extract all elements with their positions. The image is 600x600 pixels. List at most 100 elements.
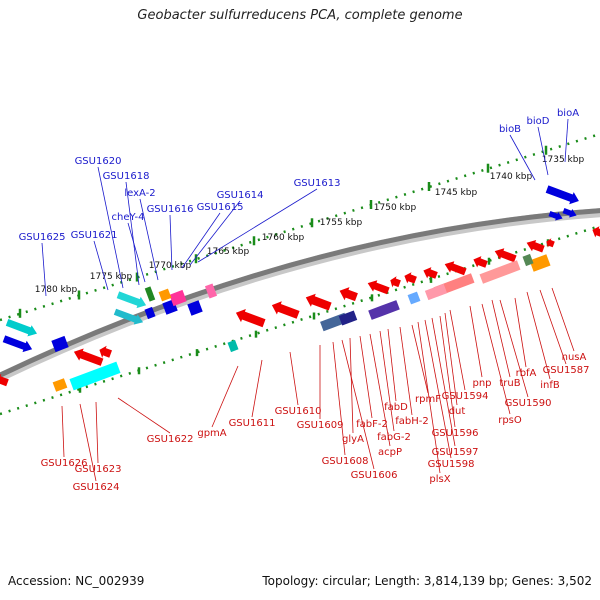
reverse-label-leader <box>211 365 239 428</box>
reverse-gene-arrow <box>546 238 555 248</box>
reverse-label-leader <box>369 333 391 447</box>
reverse-gene-arrow <box>99 345 112 358</box>
accession-label: Accession: NC_002939 <box>8 574 145 588</box>
scale-label-6: 1765 kbp <box>207 247 250 257</box>
reverse-gene-label: GSU1587 <box>543 365 590 376</box>
reverse-gene-label: gpmA <box>197 428 226 439</box>
reverse-gene-label: fabF-2 <box>356 419 388 430</box>
reverse-gene-arrow <box>592 226 600 238</box>
reverse-gene-label: GSU1590 <box>505 398 552 409</box>
reverse-label-leader <box>289 351 299 406</box>
forward-gene-label: GSU1615 <box>197 202 244 213</box>
reverse-gene-arrow <box>390 276 401 288</box>
forward-gene-label: GSU1616 <box>147 204 194 215</box>
forward-gene-block <box>169 289 187 307</box>
reverse-label-leader <box>499 299 529 398</box>
forward-gene-arrow <box>5 319 38 337</box>
reverse-gene-label: GSU1597 <box>432 447 479 458</box>
forward-gene-block <box>187 300 203 316</box>
reverse-gene-label: fabG-2 <box>377 432 411 443</box>
reverse-label-leader <box>349 337 354 434</box>
reverse-label-leader <box>514 297 527 368</box>
reverse-gene-label: rpsO <box>498 415 522 426</box>
reverse-gene-label: plsX <box>429 474 450 485</box>
reverse-label-leader <box>469 305 483 378</box>
reverse-gene-arrow <box>73 348 104 366</box>
forward-label-leader <box>97 166 124 289</box>
reverse-gene-label: GSU1606 <box>351 470 398 481</box>
forward-gene-label: GSU1620 <box>75 156 122 167</box>
reverse-gene-block <box>338 310 358 326</box>
reverse-gene-label: glyA <box>342 434 364 445</box>
reverse-gene-label: GSU1623 <box>75 464 122 475</box>
gene-block <box>522 253 534 267</box>
forward-gene-label: GSU1614 <box>217 190 264 201</box>
reverse-gene-arrow <box>271 301 300 319</box>
reverse-gene-arrow <box>444 261 467 276</box>
reverse-gene-arrow <box>235 309 266 328</box>
reverse-label-leader <box>399 326 413 416</box>
reverse-gene-label: truB <box>499 378 520 389</box>
scale-label-8: 1775 kbp <box>90 272 133 282</box>
map-title: Geobacter sulfurreducens PCA, complete g… <box>137 8 463 23</box>
reverse-gene-label: GSU1624 <box>73 482 120 493</box>
reverse-label-leader <box>117 397 171 434</box>
forward-label-leader <box>125 181 140 286</box>
forward-label-leader <box>197 188 318 263</box>
reverse-label-leader <box>431 317 456 447</box>
forward-gene-label: cheY-4 <box>112 212 145 223</box>
scale-label-7: 1770 kbp <box>149 261 192 271</box>
reverse-gene-arrow <box>404 272 417 284</box>
forward-gene-arrow <box>548 211 563 221</box>
reverse-gene-arrow <box>494 248 517 263</box>
reverse-gene-arrow <box>0 374 9 387</box>
reverse-gene-label: GSU1610 <box>275 406 322 417</box>
reverse-label-leader <box>526 291 551 380</box>
scale-label-0: 1735 kbp <box>542 155 585 165</box>
reverse-gene-arrow <box>367 280 390 295</box>
forward-gene-arrow <box>545 185 579 205</box>
reverse-label-leader <box>61 405 65 458</box>
reverse-gene-label: GSU1626 <box>41 458 88 469</box>
scale-label-1: 1740 kbp <box>490 172 533 182</box>
reverse-gene-label: fabH-2 <box>395 416 429 427</box>
reverse-label-leader <box>79 403 97 482</box>
reverse-gene-label: GSU1594 <box>442 391 489 402</box>
reverse-label-leader <box>491 299 511 378</box>
genome-stats: Topology: circular; Length: 3,814,139 bp… <box>262 574 592 588</box>
reverse-label-leader <box>417 321 441 474</box>
scale-label-5: 1760 kbp <box>262 233 305 243</box>
reverse-gene-label: infB <box>540 380 560 391</box>
reverse-label-leader <box>95 401 99 464</box>
forward-gene-label: GSU1621 <box>71 230 118 241</box>
forward-gene-arrow <box>562 208 577 218</box>
reverse-label-leader <box>359 335 373 419</box>
reverse-label-leader <box>424 319 452 459</box>
reverse-gene-block <box>479 260 521 284</box>
reverse-gene-arrow <box>305 293 332 311</box>
forward-label-leader <box>564 118 569 163</box>
forward-gene-block <box>204 283 218 299</box>
scale-label-2: 1745 kbp <box>435 188 478 198</box>
reverse-label-leader <box>444 312 458 406</box>
reverse-label-leader <box>411 324 429 394</box>
reverse-label-leader <box>341 339 375 470</box>
reverse-gene-block <box>424 283 448 301</box>
forward-gene-label: GSU1625 <box>19 232 66 243</box>
reverse-gene-label: fabD <box>384 402 408 413</box>
backbone <box>0 208 600 379</box>
forward-label-leader <box>127 222 146 283</box>
forward-label-leader <box>139 198 159 281</box>
reverse-label-leader <box>539 289 567 365</box>
forward-gene-label: lexA-2 <box>124 188 155 199</box>
forward-gene-arrow <box>2 335 33 353</box>
reverse-gene-label: GSU1598 <box>428 459 475 470</box>
forward-label-leader <box>181 212 221 269</box>
forward-label-leader <box>509 134 536 181</box>
reverse-gene-arrow <box>423 267 438 279</box>
forward-gene-block <box>51 335 69 353</box>
scale-label-4: 1755 kbp <box>320 218 363 228</box>
reverse-gene-label: rpmF <box>415 394 441 405</box>
reverse-label-leader <box>481 303 511 415</box>
